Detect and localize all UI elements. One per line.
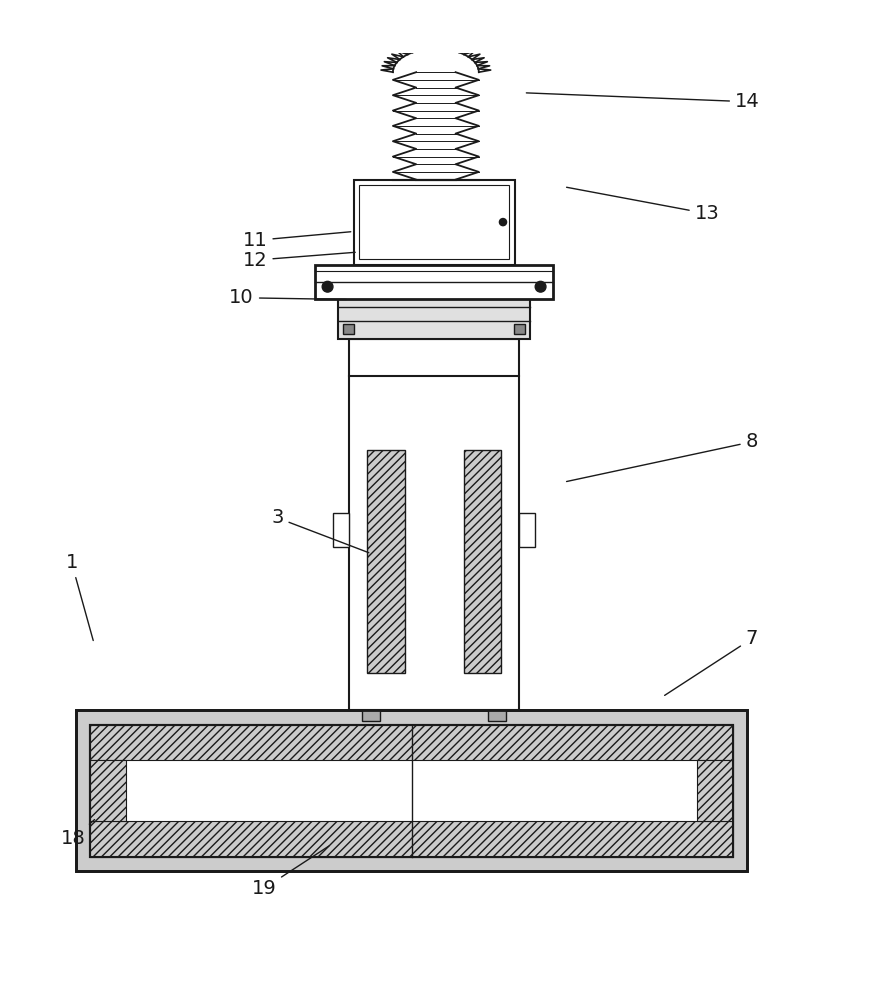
Text: 1: 1 [65,553,93,641]
Text: 10: 10 [229,288,346,307]
Circle shape [499,219,506,226]
Bar [487,710,505,721]
Bar [358,185,509,259]
Bar [315,265,552,299]
Bar [333,513,349,547]
Bar [76,710,746,871]
Bar [90,725,732,857]
Bar [367,450,404,673]
Text: 13: 13 [566,187,719,223]
Bar [463,450,501,673]
Bar [362,710,380,721]
Bar [342,324,354,334]
Bar [90,725,732,857]
Bar [90,760,126,821]
Text: 7: 7 [664,629,757,695]
Text: 11: 11 [242,231,350,250]
Bar [76,710,746,871]
Circle shape [322,281,333,292]
Circle shape [535,281,545,292]
Bar [696,760,732,821]
Text: 8: 8 [566,432,757,482]
Text: 19: 19 [251,846,328,898]
Bar [90,821,732,857]
Bar [338,299,529,339]
Bar [513,324,525,334]
Text: 18: 18 [61,820,95,848]
Text: 12: 12 [242,251,355,270]
Text: 3: 3 [271,508,368,553]
Bar [349,339,519,710]
Text: 14: 14 [526,92,759,111]
Bar [519,513,535,547]
Bar [90,725,732,760]
Bar [353,180,514,265]
